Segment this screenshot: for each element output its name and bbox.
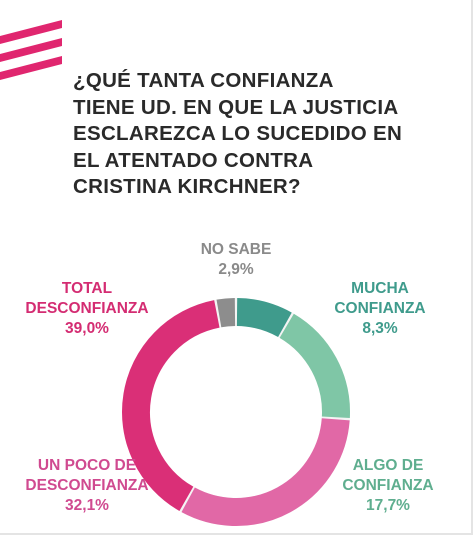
donut-slice-0 [236, 298, 292, 338]
donut-slice-4 [216, 298, 236, 328]
question-line: EL ATENTADO CONTRA [73, 148, 314, 172]
logo-stripe [0, 56, 62, 80]
slice-label-total-desconfianza: TOTAL DESCONFIANZA 39,0% [12, 279, 162, 339]
donut-slice-1 [279, 313, 350, 418]
survey-question: ¿QUÉ TANTA CONFIANZA TIENE UD. EN QUE LA… [73, 68, 453, 201]
brand-logo-icon [0, 20, 62, 80]
question-line: ¿QUÉ TANTA CONFIANZA [73, 69, 334, 92]
slice-label-line: CONFIANZA [342, 477, 434, 494]
slice-label-line: ALGO DE [352, 457, 424, 474]
slice-label-line: DESCONFIANZA [25, 477, 149, 494]
question-line: ESCLAREZCA LO SUCEDIDO EN [73, 122, 403, 145]
logo-stripe [0, 20, 62, 44]
slice-value: 8,3% [362, 320, 398, 337]
slice-label-line: CONFIANZA [334, 300, 426, 317]
slice-label-un-poco-de-desconfianza: UN POCO DE DESCONFIANZA 32,1% [12, 456, 162, 516]
slice-value: 2,9% [218, 261, 254, 278]
slice-label-line: MUCHA [351, 280, 409, 297]
slice-value: 32,1% [65, 497, 109, 514]
slice-label-line: DESCONFIANZA [25, 300, 149, 317]
donut-slice-3 [122, 300, 220, 511]
logo-stripe [0, 38, 62, 62]
slice-value: 39,0% [65, 320, 109, 337]
slice-label-no-sabe: NO SABE 2,9% [180, 240, 292, 280]
donut-slice-2 [181, 417, 350, 526]
slice-label-algo-de-confianza: ALGO DE CONFIANZA 17,7% [313, 456, 463, 516]
slice-label-line: UN POCO DE [37, 457, 137, 474]
slice-value: 17,7% [366, 497, 410, 514]
slice-label-mucha-confianza: MUCHA CONFIANZA 8,3% [300, 279, 460, 339]
question-line: TIENE UD. EN QUE LA JUSTICIA [73, 95, 399, 119]
question-line: CRISTINA KIRCHNER? [73, 175, 301, 198]
donut-slices [122, 298, 350, 526]
slice-label-line: NO SABE [200, 241, 272, 258]
slice-label-line: TOTAL [61, 280, 113, 297]
